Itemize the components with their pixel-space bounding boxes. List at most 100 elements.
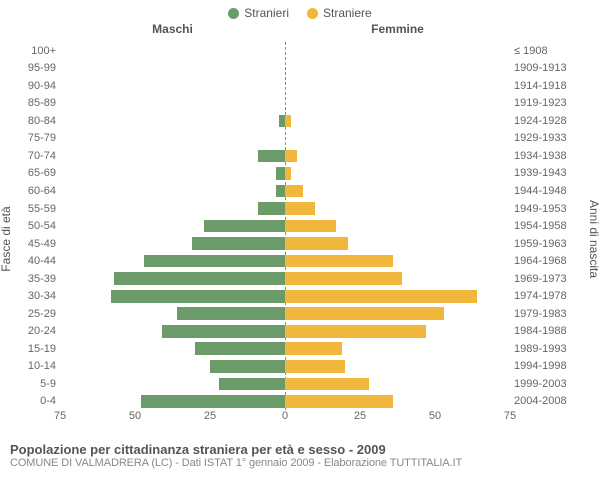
male-half [60, 112, 285, 130]
x-tick: 0 [282, 410, 288, 422]
birth-year-label: 1934-1938 [514, 150, 588, 162]
age-label: 20-24 [8, 325, 56, 337]
male-half [60, 393, 285, 411]
header-male: Maschi [152, 22, 193, 36]
female-bar [285, 150, 297, 163]
birth-year-label: 1914-1918 [514, 80, 588, 92]
female-half [285, 340, 510, 358]
female-half [285, 235, 510, 253]
legend-swatch-male [228, 8, 239, 19]
female-bar [285, 185, 303, 198]
age-label: 55-59 [8, 203, 56, 215]
birth-year-label: 1944-1948 [514, 185, 588, 197]
pyramid-row: 90-941914-1918 [60, 77, 510, 95]
age-label: 90-94 [8, 80, 56, 92]
pyramid-row: 95-991909-1913 [60, 60, 510, 78]
age-label: 70-74 [8, 150, 56, 162]
legend: Stranieri Straniere [0, 0, 600, 22]
male-bar [192, 237, 285, 250]
female-bar [285, 167, 291, 180]
female-half [285, 200, 510, 218]
male-half [60, 60, 285, 78]
pyramid-row: 80-841924-1928 [60, 112, 510, 130]
bar-rows-container: 100+≤ 190895-991909-191390-941914-191885… [60, 42, 510, 410]
pyramid-row: 55-591949-1953 [60, 200, 510, 218]
x-tick: 75 [504, 410, 516, 422]
male-half [60, 235, 285, 253]
age-label: 100+ [8, 45, 56, 57]
female-bar [285, 325, 426, 338]
pyramid-row: 60-641944-1948 [60, 182, 510, 200]
birth-year-label: 1999-2003 [514, 378, 588, 390]
male-bar [111, 290, 285, 303]
female-bar [285, 202, 315, 215]
birth-year-label: 1984-1988 [514, 325, 588, 337]
male-bar [144, 255, 285, 268]
female-half [285, 270, 510, 288]
female-bar [285, 220, 336, 233]
legend-item-male: Stranieri [228, 4, 289, 22]
birth-year-label: 1974-1978 [514, 290, 588, 302]
male-bar [258, 202, 285, 215]
pyramid-row: 35-391969-1973 [60, 270, 510, 288]
male-bar [276, 185, 285, 198]
male-bar [195, 342, 285, 355]
pyramid-row: 75-791929-1933 [60, 130, 510, 148]
age-label: 15-19 [8, 343, 56, 355]
age-label: 45-49 [8, 238, 56, 250]
age-label: 85-89 [8, 97, 56, 109]
male-bar [276, 167, 285, 180]
y-axis-title-right: Anni di nascita [587, 200, 600, 278]
pyramid-row: 30-341974-1978 [60, 287, 510, 305]
male-half [60, 95, 285, 113]
age-label: 10-14 [8, 360, 56, 372]
legend-label-female: Straniere [323, 6, 372, 20]
male-half [60, 358, 285, 376]
male-half [60, 252, 285, 270]
female-half [285, 217, 510, 235]
pyramid-row: 20-241984-1988 [60, 323, 510, 341]
x-tick: 50 [129, 410, 141, 422]
male-bar [258, 150, 285, 163]
chart-subtitle: COMUNE DI VALMADRERA (LC) - Dati ISTAT 1… [10, 457, 590, 469]
column-headers: Maschi Femmine [0, 22, 600, 40]
male-bar [210, 360, 285, 373]
male-half [60, 130, 285, 148]
age-label: 80-84 [8, 115, 56, 127]
female-bar [285, 290, 477, 303]
age-label: 75-79 [8, 132, 56, 144]
pyramid-row: 40-441964-1968 [60, 252, 510, 270]
birth-year-label: 1929-1933 [514, 132, 588, 144]
pyramid-row: 0-42004-2008 [60, 393, 510, 411]
male-half [60, 323, 285, 341]
female-bar [285, 272, 402, 285]
female-half [285, 112, 510, 130]
x-tick: 50 [429, 410, 441, 422]
male-half [60, 182, 285, 200]
birth-year-label: 1939-1943 [514, 167, 588, 179]
female-half [285, 147, 510, 165]
female-bar [285, 255, 393, 268]
chart-footer: Popolazione per cittadinanza straniera p… [0, 438, 600, 469]
birth-year-label: 1924-1928 [514, 115, 588, 127]
female-bar [285, 378, 369, 391]
male-bar [177, 307, 285, 320]
female-bar [285, 342, 342, 355]
pyramid-row: 100+≤ 1908 [60, 42, 510, 60]
male-half [60, 42, 285, 60]
birth-year-label: 1919-1923 [514, 97, 588, 109]
male-half [60, 287, 285, 305]
female-half [285, 77, 510, 95]
legend-label-male: Stranieri [244, 6, 289, 20]
age-label: 25-29 [8, 308, 56, 320]
female-half [285, 42, 510, 60]
pyramid-row: 5-91999-2003 [60, 375, 510, 393]
age-label: 40-44 [8, 255, 56, 267]
male-half [60, 340, 285, 358]
age-label: 5-9 [8, 378, 56, 390]
pyramid-row: 15-191989-1993 [60, 340, 510, 358]
birth-year-label: 1979-1983 [514, 308, 588, 320]
x-axis: 7550250255075 [60, 410, 510, 430]
female-bar [285, 360, 345, 373]
population-pyramid-chart: Stranieri Straniere Maschi Femmine Fasce… [0, 0, 600, 500]
